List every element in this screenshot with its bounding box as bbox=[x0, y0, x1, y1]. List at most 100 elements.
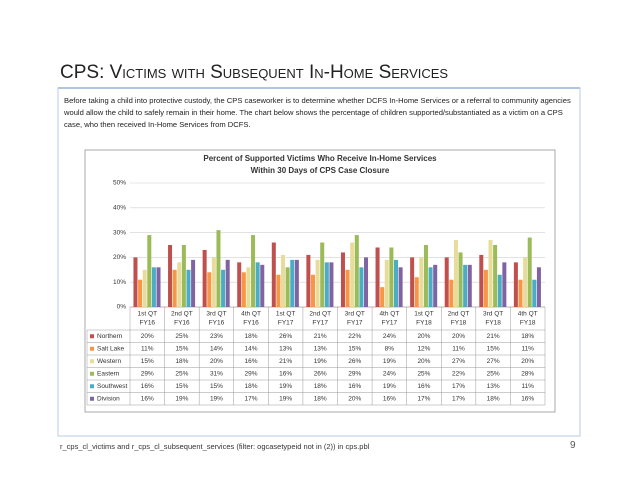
bar bbox=[479, 254, 484, 307]
x-tick-label: FY17 bbox=[312, 320, 328, 327]
table-value: 25% bbox=[175, 333, 188, 340]
page-number: 9 bbox=[570, 440, 576, 451]
table-value: 21% bbox=[279, 358, 292, 365]
table-value: 18% bbox=[245, 333, 258, 340]
table-value: 18% bbox=[487, 395, 500, 402]
bar bbox=[345, 269, 350, 307]
bar bbox=[281, 254, 286, 307]
legend-label: Salt Lake bbox=[97, 345, 124, 352]
table-value: 17% bbox=[452, 383, 465, 390]
table-value: 16% bbox=[279, 370, 292, 377]
table-value: 29% bbox=[141, 370, 154, 377]
table-value: 19% bbox=[314, 358, 327, 365]
bar bbox=[133, 257, 138, 307]
legend-swatch bbox=[90, 396, 94, 401]
x-tick-label: FY17 bbox=[278, 320, 294, 327]
bar bbox=[285, 267, 290, 307]
bar bbox=[207, 272, 212, 307]
x-tick-label: 1st QT bbox=[414, 311, 434, 318]
bar bbox=[359, 267, 364, 307]
bar bbox=[513, 262, 518, 307]
bar bbox=[255, 262, 260, 307]
chart-title: Percent of Supported Victims Who Receive… bbox=[203, 154, 437, 163]
table-value: 17% bbox=[452, 395, 465, 402]
table-value: 16% bbox=[245, 358, 258, 365]
table-value: 25% bbox=[175, 370, 188, 377]
x-tick-label: FY16 bbox=[174, 320, 190, 327]
y-tick-label: 0% bbox=[117, 304, 127, 311]
bar bbox=[241, 272, 246, 307]
x-tick-label: FY17 bbox=[382, 320, 398, 327]
description: Before taking a child into protective cu… bbox=[64, 96, 571, 129]
table-value: 16% bbox=[521, 395, 534, 402]
table-value: 27% bbox=[452, 358, 465, 365]
bar bbox=[246, 267, 251, 307]
bar bbox=[211, 257, 216, 307]
legend-swatch bbox=[90, 346, 94, 351]
table-value: 18% bbox=[521, 333, 534, 340]
x-tick-label: 4th QT bbox=[241, 311, 261, 318]
x-tick-label: 3rd QT bbox=[345, 311, 365, 318]
bar bbox=[340, 252, 345, 307]
legend-swatch bbox=[90, 334, 94, 339]
table-value: 15% bbox=[210, 383, 223, 390]
legend-label: Western bbox=[97, 358, 121, 365]
table-value: 11% bbox=[521, 345, 534, 352]
x-tick-label: 4th QT bbox=[518, 311, 538, 318]
legend-label: Division bbox=[97, 395, 120, 402]
x-tick-label: FY18 bbox=[485, 320, 501, 327]
bar bbox=[191, 259, 196, 307]
bar bbox=[237, 262, 242, 307]
table-value: 26% bbox=[314, 370, 327, 377]
bar bbox=[329, 262, 334, 307]
x-tick-label: 2nd QT bbox=[309, 311, 331, 318]
bar bbox=[444, 257, 449, 307]
table-value: 19% bbox=[383, 383, 396, 390]
x-tick-label: 2nd QT bbox=[448, 311, 470, 318]
bar bbox=[225, 259, 230, 307]
bar bbox=[276, 274, 281, 307]
table-value: 26% bbox=[279, 333, 292, 340]
table-value: 19% bbox=[175, 395, 188, 402]
y-tick-label: 40% bbox=[113, 205, 126, 212]
table-value: 20% bbox=[417, 333, 430, 340]
bar bbox=[147, 235, 152, 307]
bar bbox=[428, 267, 433, 307]
bar bbox=[138, 279, 143, 307]
bar bbox=[536, 267, 541, 307]
bar bbox=[354, 235, 359, 307]
table-value: 16% bbox=[141, 395, 154, 402]
bar bbox=[423, 245, 428, 307]
bar bbox=[532, 279, 537, 307]
bar bbox=[221, 269, 226, 307]
y-tick-label: 10% bbox=[113, 279, 126, 286]
table-value: 11% bbox=[452, 345, 465, 352]
table-value: 22% bbox=[348, 333, 361, 340]
bar bbox=[449, 279, 454, 307]
x-tick-label: FY17 bbox=[347, 320, 363, 327]
table-value: 15% bbox=[348, 345, 361, 352]
chart-title: Within 30 Days of CPS Case Closure bbox=[251, 166, 390, 175]
table-value: 11% bbox=[521, 383, 534, 390]
table-value: 16% bbox=[383, 395, 396, 402]
x-tick-label: 4th QT bbox=[379, 311, 399, 318]
table-value: 16% bbox=[348, 383, 361, 390]
bar bbox=[384, 259, 389, 307]
x-tick-label: 3rd QT bbox=[206, 311, 226, 318]
bar bbox=[414, 277, 419, 307]
table-value: 18% bbox=[245, 383, 258, 390]
bar bbox=[527, 237, 532, 307]
bar bbox=[142, 269, 147, 307]
bar bbox=[393, 259, 398, 307]
legend-label: Northern bbox=[97, 333, 123, 340]
bar bbox=[251, 235, 256, 307]
bar bbox=[310, 274, 315, 307]
bar bbox=[419, 257, 424, 307]
bar bbox=[216, 230, 221, 307]
bar bbox=[410, 257, 415, 307]
bar bbox=[433, 264, 438, 307]
table-value: 29% bbox=[348, 370, 361, 377]
table-value: 19% bbox=[383, 358, 396, 365]
